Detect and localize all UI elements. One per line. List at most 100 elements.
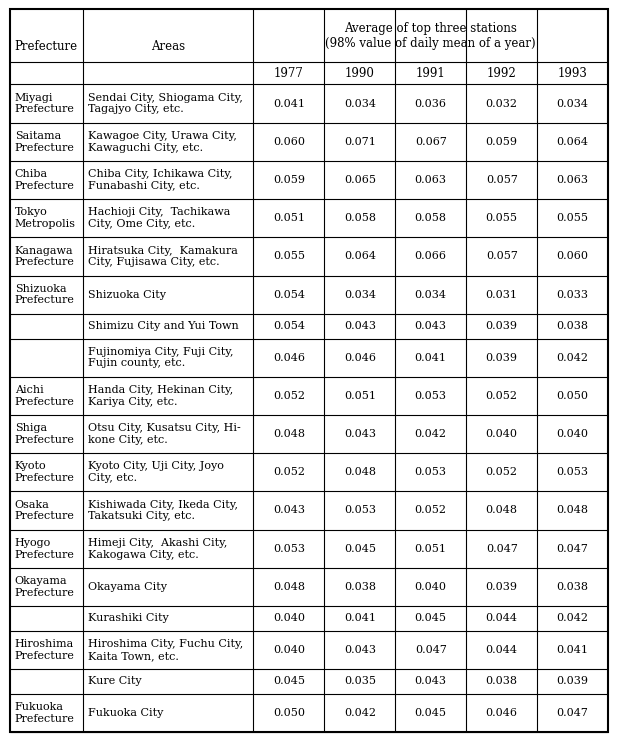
Text: 0.041: 0.041	[273, 99, 305, 109]
Text: 1991: 1991	[416, 67, 446, 80]
Text: Aichi
Prefecture: Aichi Prefecture	[15, 385, 75, 407]
Text: Hachioji City,  Tachikawa
City, Ome City, etc.: Hachioji City, Tachikawa City, Ome City,…	[88, 207, 230, 229]
Text: Kawagoe City, Urawa City,
Kawaguchi City, etc.: Kawagoe City, Urawa City, Kawaguchi City…	[88, 131, 237, 153]
Text: 0.063: 0.063	[557, 175, 588, 185]
Text: Otsu City, Kusatsu City, Hi-
kone City, etc.: Otsu City, Kusatsu City, Hi- kone City, …	[88, 423, 240, 445]
Text: 0.048: 0.048	[273, 582, 305, 592]
Text: Saitama
Prefecture: Saitama Prefecture	[15, 131, 75, 153]
Text: 1990: 1990	[345, 67, 375, 80]
Text: 0.043: 0.043	[344, 321, 376, 331]
Text: 0.055: 0.055	[557, 213, 588, 223]
Text: 0.054: 0.054	[273, 321, 305, 331]
Text: 0.059: 0.059	[486, 137, 518, 147]
Text: 0.041: 0.041	[557, 645, 588, 655]
Text: 0.041: 0.041	[415, 353, 447, 362]
Text: Chiba City, Ichikawa City,
Funabashi City, etc.: Chiba City, Ichikawa City, Funabashi Cit…	[88, 169, 232, 190]
Text: 1977: 1977	[274, 67, 304, 80]
Text: 0.054: 0.054	[273, 290, 305, 299]
Text: 0.036: 0.036	[415, 99, 447, 109]
Text: 0.052: 0.052	[415, 505, 447, 516]
Text: 0.053: 0.053	[415, 468, 447, 477]
Text: 0.047: 0.047	[557, 708, 588, 718]
Text: 0.042: 0.042	[415, 429, 447, 439]
Text: 0.053: 0.053	[344, 505, 376, 516]
Text: 0.046: 0.046	[486, 708, 518, 718]
Text: 0.043: 0.043	[415, 677, 447, 686]
Text: 0.065: 0.065	[344, 175, 376, 185]
Text: 0.051: 0.051	[344, 391, 376, 401]
Text: Hyogo
Prefecture: Hyogo Prefecture	[15, 538, 75, 559]
Text: 0.044: 0.044	[486, 645, 518, 655]
Text: 0.043: 0.043	[344, 429, 376, 439]
Text: 0.047: 0.047	[415, 645, 447, 655]
Text: 1993: 1993	[557, 67, 588, 80]
Text: 0.052: 0.052	[486, 391, 518, 401]
Text: 0.047: 0.047	[557, 544, 588, 554]
Text: 0.044: 0.044	[486, 614, 518, 623]
Text: 0.057: 0.057	[486, 175, 518, 185]
Text: Okayama
Prefecture: Okayama Prefecture	[15, 576, 75, 598]
Text: 0.060: 0.060	[557, 251, 588, 262]
Text: 0.048: 0.048	[557, 505, 588, 516]
Text: 1992: 1992	[487, 67, 517, 80]
Text: Kyoto City, Uji City, Joyo
City, etc.: Kyoto City, Uji City, Joyo City, etc.	[88, 462, 224, 483]
Text: 0.039: 0.039	[486, 353, 518, 362]
Text: 0.067: 0.067	[415, 137, 447, 147]
Text: 0.032: 0.032	[486, 99, 518, 109]
Text: 0.064: 0.064	[344, 251, 376, 262]
Text: 0.033: 0.033	[557, 290, 588, 299]
Text: 0.055: 0.055	[273, 251, 305, 262]
Text: 0.063: 0.063	[415, 175, 447, 185]
Text: Okayama City: Okayama City	[88, 582, 167, 592]
Text: 0.039: 0.039	[486, 321, 518, 331]
Text: Tokyo
Metropolis: Tokyo Metropolis	[15, 207, 76, 229]
Text: Hiratsuka City,  Kamakura
City, Fujisawa City, etc.: Hiratsuka City, Kamakura City, Fujisawa …	[88, 245, 238, 268]
Text: Himeji City,  Akashi City,
Kakogawa City, etc.: Himeji City, Akashi City, Kakogawa City,…	[88, 538, 227, 559]
Text: 0.048: 0.048	[344, 468, 376, 477]
Text: Fukuoka City: Fukuoka City	[88, 708, 163, 718]
Text: 0.050: 0.050	[557, 391, 588, 401]
Text: 0.060: 0.060	[273, 137, 305, 147]
Text: 0.034: 0.034	[415, 290, 447, 299]
Text: Average of top three stations
(98% value of daily mean of a year): Average of top three stations (98% value…	[326, 21, 536, 50]
Text: 0.040: 0.040	[273, 614, 305, 623]
Text: 0.045: 0.045	[415, 614, 447, 623]
Text: 0.053: 0.053	[273, 544, 305, 554]
Text: 0.058: 0.058	[415, 213, 447, 223]
Text: 0.045: 0.045	[344, 544, 376, 554]
Text: 0.038: 0.038	[557, 321, 588, 331]
Text: 0.031: 0.031	[486, 290, 518, 299]
Text: 0.034: 0.034	[344, 290, 376, 299]
Text: 0.066: 0.066	[415, 251, 447, 262]
Text: 0.051: 0.051	[273, 213, 305, 223]
Text: 0.051: 0.051	[415, 544, 447, 554]
Text: Miyagi
Prefecture: Miyagi Prefecture	[15, 93, 75, 114]
Text: Kishiwada City, Ikeda City,
Takatsuki City, etc.: Kishiwada City, Ikeda City, Takatsuki Ci…	[88, 499, 238, 522]
Text: 0.052: 0.052	[273, 391, 305, 401]
Text: 0.059: 0.059	[273, 175, 305, 185]
Text: Kanagawa
Prefecture: Kanagawa Prefecture	[15, 245, 75, 268]
Text: 0.048: 0.048	[273, 429, 305, 439]
Text: 0.042: 0.042	[344, 708, 376, 718]
Text: 0.040: 0.040	[486, 429, 518, 439]
Text: 0.041: 0.041	[344, 614, 376, 623]
Text: 0.042: 0.042	[557, 353, 588, 362]
Text: Osaka
Prefecture: Osaka Prefecture	[15, 499, 75, 522]
Text: 0.045: 0.045	[273, 677, 305, 686]
Text: 0.052: 0.052	[273, 468, 305, 477]
Text: 0.064: 0.064	[557, 137, 588, 147]
Text: Shizuoka
Prefecture: Shizuoka Prefecture	[15, 284, 75, 305]
Text: Kure City: Kure City	[88, 677, 142, 686]
Text: 0.035: 0.035	[344, 677, 376, 686]
Text: 0.053: 0.053	[415, 391, 447, 401]
Text: Kyoto
Prefecture: Kyoto Prefecture	[15, 462, 75, 483]
Text: 0.042: 0.042	[557, 614, 588, 623]
Text: 0.058: 0.058	[344, 213, 376, 223]
Text: 0.057: 0.057	[486, 251, 518, 262]
Text: 0.043: 0.043	[415, 321, 447, 331]
Text: Hiroshima
Prefecture: Hiroshima Prefecture	[15, 639, 75, 661]
Text: 0.038: 0.038	[344, 582, 376, 592]
Text: 0.053: 0.053	[557, 468, 588, 477]
Text: Shizuoka City: Shizuoka City	[88, 290, 166, 299]
Text: 0.034: 0.034	[344, 99, 376, 109]
